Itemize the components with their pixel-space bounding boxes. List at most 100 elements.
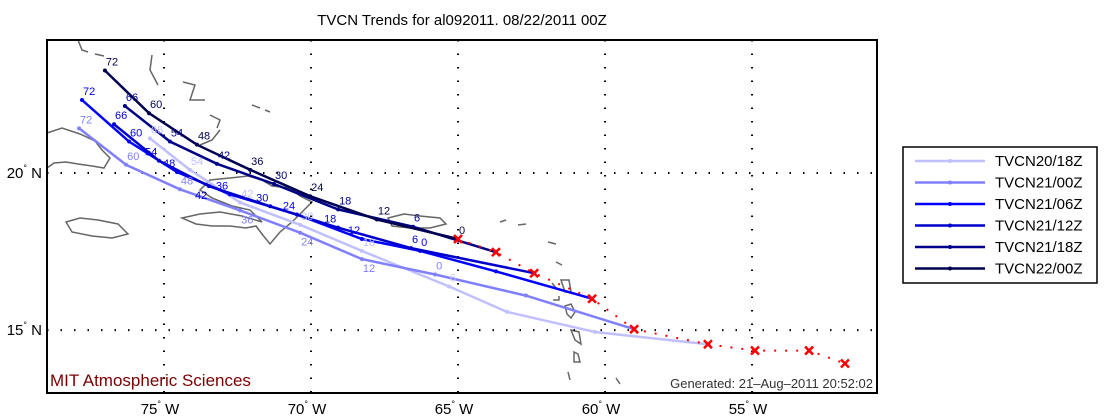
legend-marker [948, 180, 952, 185]
coast-cuba [46, 127, 111, 169]
track-point [523, 293, 528, 298]
legend-label: TVCN21/00Z [995, 175, 1083, 192]
track-point [298, 230, 303, 235]
track-point [493, 269, 498, 274]
legend-item: TVCN22/00Z [915, 261, 1083, 278]
forecast-hour-label: 48 [163, 158, 175, 170]
forecast-hour-label: 0 [421, 237, 427, 249]
forecast-hour-label: 60 [150, 99, 162, 111]
legend-item: TVCN21/06Z [915, 196, 1083, 213]
track-point [194, 142, 199, 147]
track-point [248, 167, 253, 172]
best-track-x-marker [629, 324, 640, 335]
forecast-hour-label: 30 [256, 192, 268, 204]
track-point [127, 139, 132, 144]
y-tick-labels: 20° N 15° N [7, 163, 42, 339]
x-tick-label: 55° W [729, 399, 768, 418]
legend-marker [948, 202, 952, 206]
legend-marker [948, 223, 952, 228]
forecast-hour-label: 72 [83, 86, 95, 98]
coast-jamaica [64, 217, 130, 239]
legend-label: TVCN21/18Z [995, 239, 1083, 256]
forecast-hour-label: 24 [311, 182, 323, 194]
track-point [124, 162, 129, 167]
track-point [268, 204, 273, 209]
best-track-x-marker [529, 268, 540, 279]
forecast-hour-label: 30 [275, 170, 287, 182]
track-point [271, 181, 276, 186]
track-point [374, 217, 379, 222]
forecast-hour-label: 12 [363, 263, 375, 275]
best-track-x-marker [491, 247, 501, 258]
legend-marker [948, 266, 952, 271]
x-tick-label: 65° W [435, 399, 474, 418]
chart-title: TVCN Trends for al092011. 08/22/2011 00Z [317, 12, 607, 29]
track-point [308, 194, 313, 199]
track-point [359, 236, 364, 241]
forecast-tracks [77, 68, 710, 347]
coastlines [46, 39, 621, 385]
track-point [122, 104, 127, 109]
best-track-x-marker [750, 345, 760, 356]
legend-item: TVCN20/18Z [915, 153, 1083, 170]
x-tick-label: 60° W [582, 399, 621, 418]
forecast-hour-label: 18 [324, 214, 336, 226]
forecast-hour-label: 30 [301, 211, 313, 223]
track-point [446, 284, 451, 289]
best-track-x-marker [703, 339, 713, 350]
coast-puerto-rico [386, 213, 448, 229]
track-point [177, 187, 182, 192]
legend-item: TVCN21/18Z [915, 239, 1083, 256]
track-point [147, 111, 152, 116]
track-point [207, 184, 212, 189]
forecast-hour-label: 72 [106, 56, 118, 68]
forecast-hour-label: 18 [363, 237, 375, 249]
forecast-hour-label: 6 [450, 272, 456, 284]
generated-timestamp: Generated: 21–Aug–2011 20:52:02 [670, 376, 873, 391]
track-point [102, 68, 107, 73]
legend-label: TVCN21/12Z [995, 218, 1083, 235]
forecast-hour-label: 0 [459, 225, 465, 237]
track-point [187, 167, 192, 172]
track-point [214, 161, 219, 166]
forecast-hour-label: 48 [198, 131, 210, 143]
track-point [359, 257, 364, 262]
gridlines [47, 40, 877, 393]
track-point [79, 98, 84, 103]
track-point [112, 122, 117, 127]
forecast-hour-label: 42 [241, 189, 253, 201]
forecast-hour-label: 66 [126, 92, 138, 104]
track-point [408, 246, 413, 251]
forecast-hour-label: 18 [339, 195, 351, 207]
legend-marker [948, 159, 952, 163]
track-point [336, 225, 341, 230]
forecast-hour-label: 12 [378, 205, 390, 217]
forecast-hour-label: 24 [301, 237, 313, 249]
track-point [336, 207, 341, 212]
best-track [453, 234, 850, 369]
track-point [359, 248, 364, 253]
legend-item: TVCN21/00Z [915, 175, 1083, 192]
forecast-hour-label: 54 [191, 156, 203, 168]
forecast-hour-label: 60 [127, 151, 139, 163]
legend-marker [948, 245, 952, 249]
forecast-hour-label: 48 [181, 175, 193, 187]
map-frame [46, 39, 878, 394]
forecast-hour-label: 6 [414, 213, 420, 225]
track-point [167, 139, 172, 144]
forecast-hour-label: 6 [412, 234, 418, 246]
legend-label: TVCN20/18Z [995, 153, 1083, 170]
legend-item: TVCN21/12Z [915, 218, 1083, 235]
x-tick-label: 70° W [288, 399, 327, 418]
track-point [505, 309, 510, 314]
forecast-hour-label: 54 [145, 147, 157, 159]
track-point [298, 222, 303, 227]
forecast-hour-label: 54 [171, 128, 183, 140]
forecast-hour-label: 72 [80, 114, 92, 126]
forecast-hour-label: 42 [218, 150, 230, 162]
forecast-hour-label: 24 [283, 200, 295, 212]
coast-bahamas [77, 39, 271, 146]
legend-label: TVCN21/06Z [995, 196, 1083, 213]
